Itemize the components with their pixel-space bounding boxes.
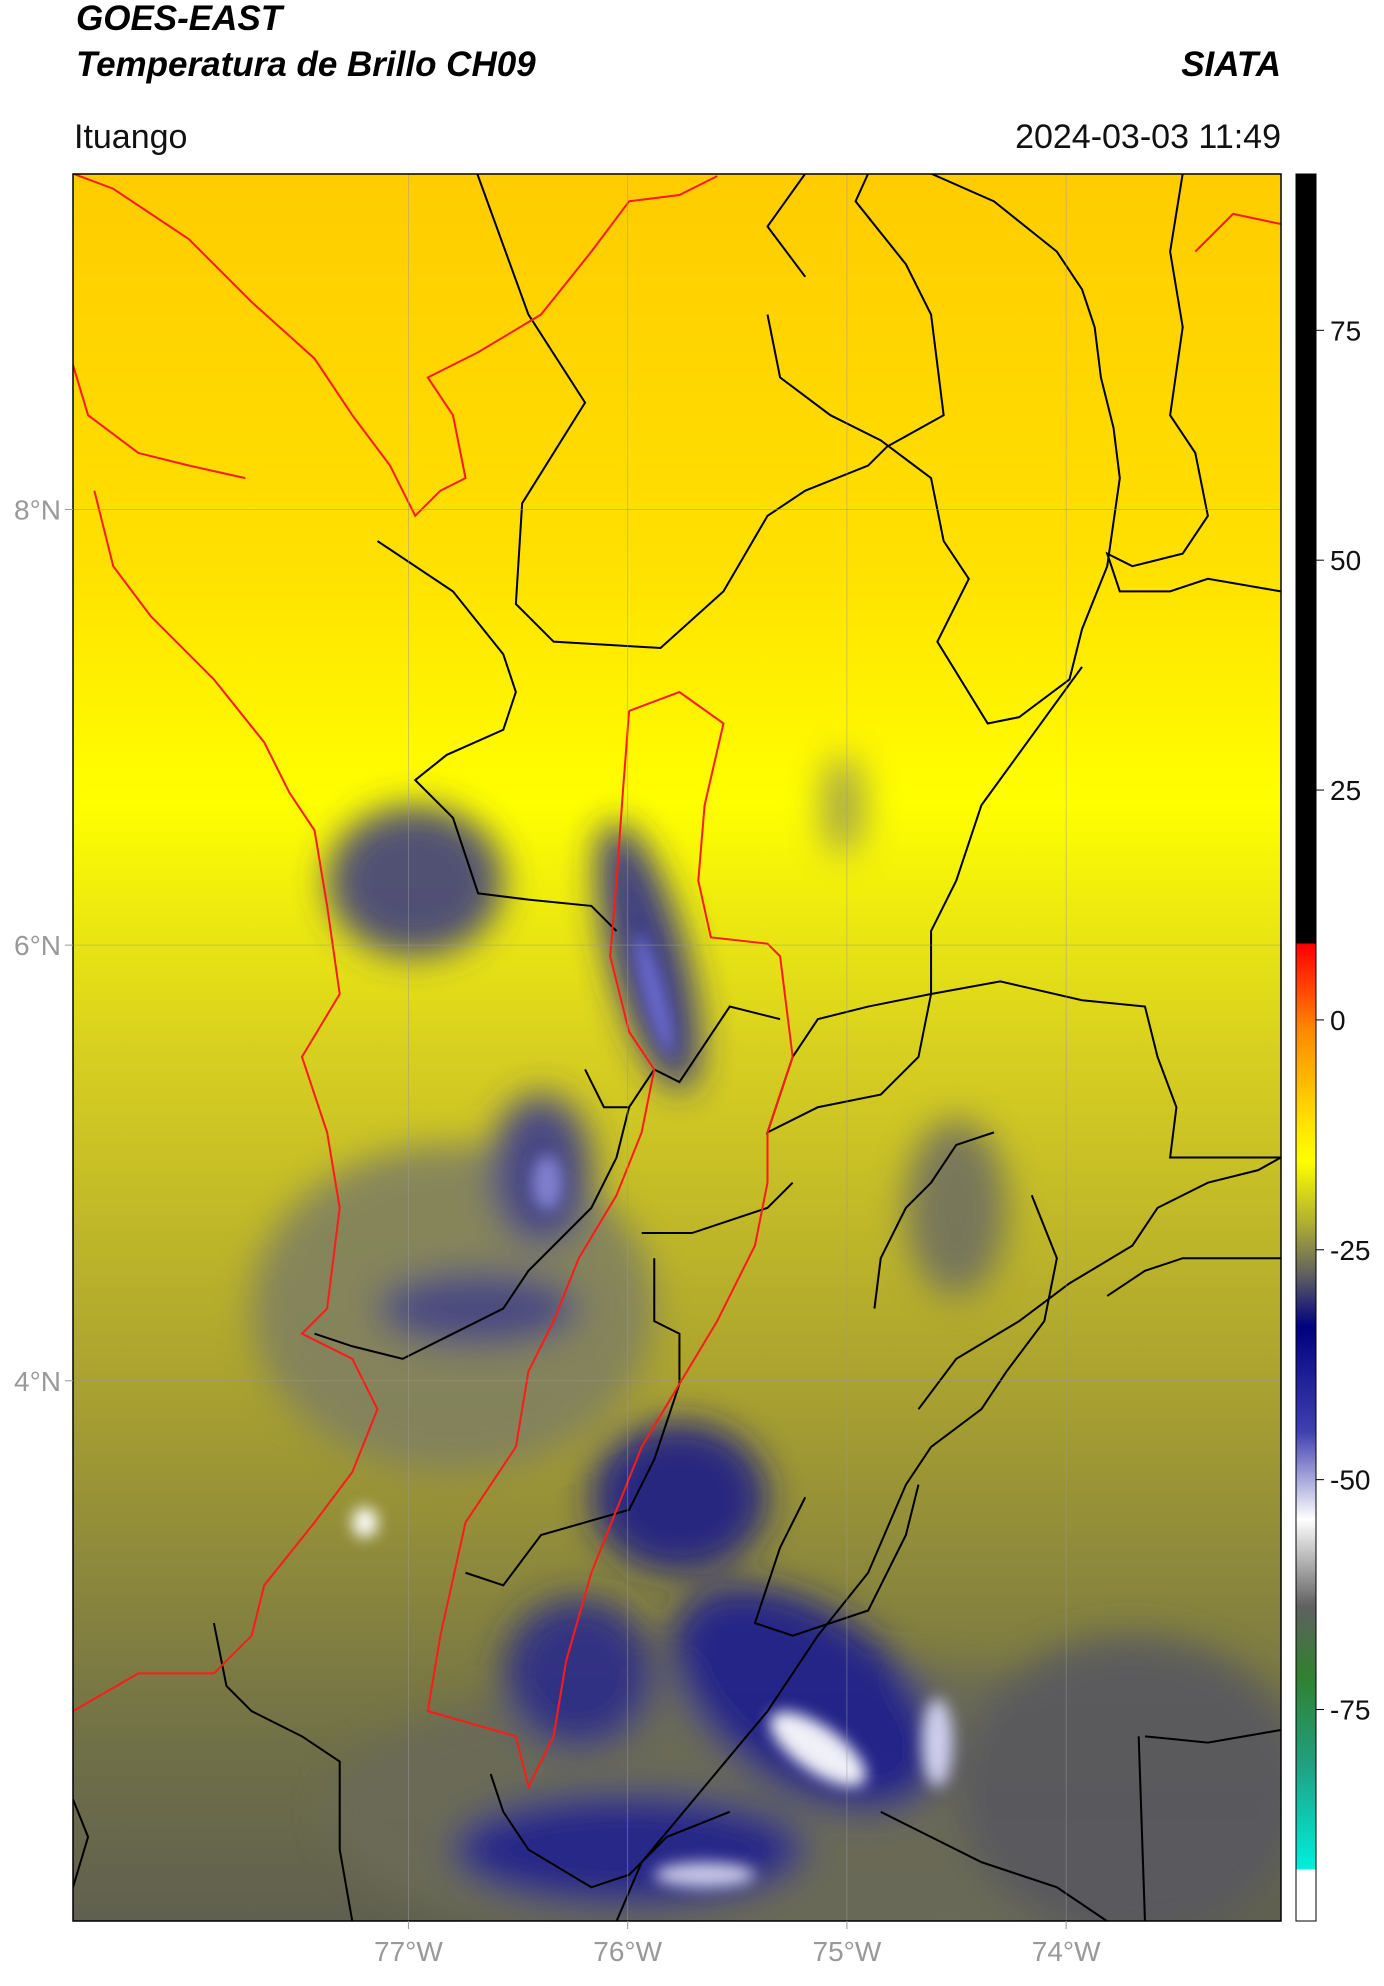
colorbar-tick-label: -75: [1330, 1695, 1370, 1726]
colorbar-tick-label: 75: [1330, 315, 1361, 346]
graticule: [73, 174, 1281, 1921]
source: SIATA: [1181, 45, 1281, 84]
subtitle: Temperatura de Brillo CH09: [76, 45, 536, 84]
colorbar-tick-label: 50: [1330, 545, 1361, 576]
y-tick-label: 8°N: [14, 494, 61, 525]
location: Ituango: [74, 118, 187, 156]
colorbar-tick-label: -25: [1330, 1235, 1370, 1266]
x-tick-label: 77°W: [374, 1936, 443, 1967]
x-tick-label: 76°W: [593, 1936, 662, 1967]
y-tick-label: 6°N: [14, 930, 61, 961]
x-tick-label: 74°W: [1032, 1936, 1101, 1967]
x-tick-label: 75°W: [813, 1936, 882, 1967]
title: GOES-EAST: [76, 0, 285, 38]
colorbar-tick-label: 0: [1330, 1005, 1346, 1036]
map-imagery: [73, 174, 1281, 1921]
datetime: 2024-03-03 11:49: [1015, 118, 1281, 156]
colorbar-tick-label: 25: [1330, 775, 1361, 806]
y-tick-label: 4°N: [14, 1366, 61, 1397]
map-frame: [72, 173, 1282, 1922]
colorbar-tick-label: -50: [1330, 1465, 1370, 1496]
colorbar: [1295, 173, 1317, 1922]
